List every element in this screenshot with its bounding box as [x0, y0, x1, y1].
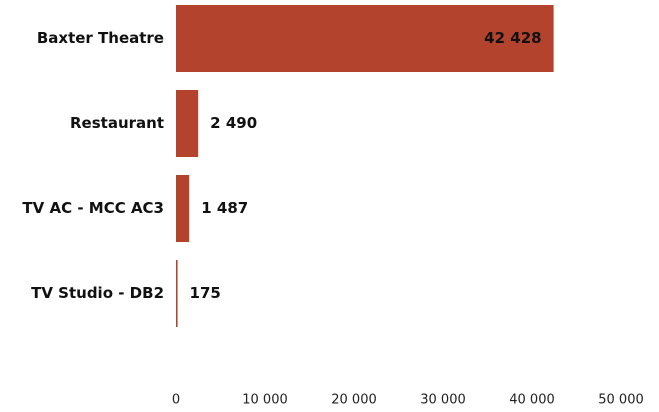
- value-label: 2 490: [210, 114, 257, 132]
- x-tick-label: 30 000: [420, 393, 466, 408]
- value-label: 1 487: [201, 199, 248, 217]
- value-label: 42 428: [484, 29, 541, 47]
- x-tick-label: 50 000: [598, 393, 644, 408]
- category-label: Restaurant: [70, 114, 164, 132]
- category-label: TV Studio - DB2: [31, 284, 164, 302]
- x-tick-label: 20 000: [331, 393, 377, 408]
- x-tick-label: 40 000: [509, 393, 555, 408]
- x-tick-label: 10 000: [242, 393, 288, 408]
- bar: [176, 175, 190, 242]
- category-label: TV AC - MCC AC3: [22, 199, 164, 217]
- bar: [176, 90, 199, 157]
- x-tick-label: 0: [172, 393, 180, 408]
- bar: [176, 5, 554, 72]
- category-label: Baxter Theatre: [37, 29, 164, 47]
- value-label: 175: [190, 284, 221, 302]
- bar: [176, 260, 178, 327]
